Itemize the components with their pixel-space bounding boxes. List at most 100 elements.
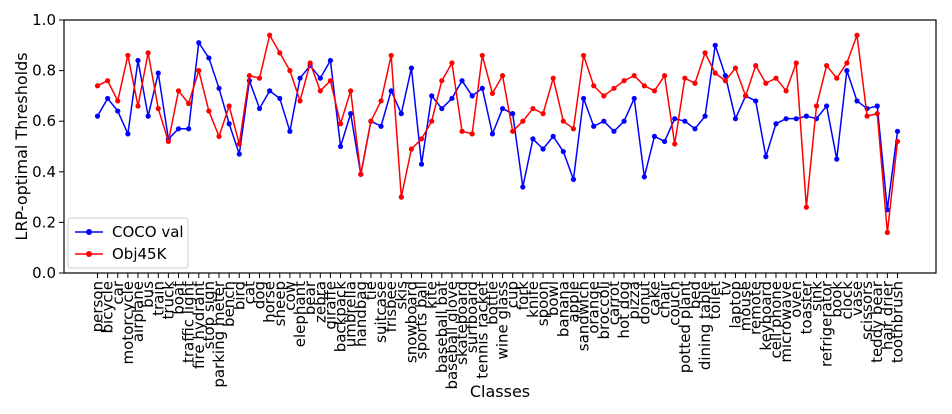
axes-frame [63, 19, 937, 274]
x-tick-label: bear [301, 280, 319, 315]
x-tick-label: oven [787, 281, 805, 318]
x-tick-label: bench [220, 281, 238, 327]
data-point-obj45k-suitcase [378, 98, 384, 104]
x-axis: personbicyclecarmotorcycleairplanebustra… [89, 273, 907, 390]
data-point-obj45k-carrot [611, 85, 617, 91]
data-point-obj45k-pizza [631, 73, 637, 79]
x-tick-label: refrigerator [818, 280, 836, 367]
x-tick-label: bicycle [99, 281, 117, 333]
data-point-obj45k-parking-meter [216, 133, 222, 139]
data-point-coco-val-baseball-glove [449, 95, 455, 102]
data-point-coco-val-horse [267, 88, 273, 94]
data-point-coco-val-wine-glass [499, 105, 506, 112]
x-tick-label: parking meter [210, 280, 228, 387]
x-tick-label: bus [139, 281, 157, 308]
x-tick-label: remote [747, 281, 765, 335]
legend-marker-coco-val [86, 229, 92, 235]
x-tick-label: chair [656, 280, 674, 318]
x-tick-label: dog [251, 281, 269, 309]
data-point-obj45k-potted-plant [682, 75, 688, 81]
y-tick-label: 0.4 [32, 163, 56, 181]
data-point-coco-val-tv [722, 73, 728, 79]
data-point-coco-val-fork [520, 184, 526, 190]
y-tick-label: 0.2 [32, 213, 56, 231]
data-point-coco-val-bowl [550, 133, 556, 139]
data-point-coco-val-cell-phone [773, 121, 779, 127]
x-tick-label: surfboard [463, 281, 481, 353]
data-point-obj45k-toaster [803, 204, 809, 210]
x-tick-label: bowl [544, 281, 562, 316]
data-point-obj45k-hot-dog [621, 78, 627, 84]
data-point-obj45k-bench [226, 103, 232, 109]
data-point-coco-val-chair [661, 138, 668, 145]
data-point-obj45k-bowl [550, 75, 556, 81]
series-line-obj45k [97, 34, 899, 234]
data-point-obj45k-toothbrush [894, 138, 901, 145]
x-tick-label: clock [838, 281, 856, 320]
legend-entry-obj45k: Obj45K [75, 245, 168, 263]
data-point-obj45k-fire-hydrant [196, 68, 202, 74]
data-point-coco-val-remote [753, 98, 759, 104]
data-point-coco-val-hot-dog [621, 118, 627, 124]
x-tick-label: car [109, 280, 127, 304]
data-point-obj45k-boat [175, 88, 182, 94]
x-tick-label: cat [240, 281, 258, 304]
x-tick-label: toaster [797, 280, 815, 334]
data-point-obj45k-person [94, 83, 101, 89]
data-point-coco-val-car [115, 108, 121, 114]
data-point-obj45k-donut [641, 83, 647, 89]
data-point-coco-val-keyboard [763, 154, 769, 160]
data-point-obj45k-scissors [864, 113, 870, 119]
x-tick-label: handbag [352, 281, 370, 347]
x-tick-label: fire hydrant [190, 281, 208, 369]
y-tick-label: 0.8 [32, 62, 56, 80]
data-point-obj45k-umbrella [348, 88, 354, 94]
y-tick-label: 0.0 [32, 264, 56, 282]
data-point-obj45k-dining-table [702, 50, 708, 56]
data-point-coco-val-vase [854, 98, 860, 104]
data-point-obj45k-teddy-bear [874, 111, 880, 117]
data-point-obj45k-traffic-light [186, 100, 192, 107]
data-point-coco-val-toilet [712, 42, 718, 48]
legend-entry-coco-val: COCO val [75, 223, 184, 241]
x-tick-label: keyboard [757, 281, 775, 351]
y-tick-label: 0.6 [32, 112, 56, 130]
legend-box [67, 217, 189, 269]
data-point-obj45k-cup [510, 128, 516, 134]
data-point-coco-val-stop-sign [206, 55, 212, 61]
data-point-obj45k-bear [307, 60, 313, 66]
data-point-coco-val-bird [236, 151, 242, 157]
data-point-coco-val-cow [287, 128, 293, 134]
data-point-obj45k-banana [560, 118, 566, 124]
data-point-coco-val-bottle [489, 131, 496, 137]
data-point-obj45k-wine-glass [499, 73, 506, 79]
x-tick-label: traffic light [180, 281, 198, 363]
data-point-coco-val-orange [591, 123, 597, 129]
x-tick-label: snowboard [402, 281, 420, 363]
x-tick-label: orange [585, 281, 603, 334]
data-point-obj45k-motorcycle [125, 52, 131, 59]
data-point-obj45k-car [115, 98, 121, 104]
x-tick-label: sheep [271, 281, 289, 326]
y-axis-label: LRP-optimal Thresholds [12, 52, 31, 240]
x-tick-label: skis [392, 281, 410, 310]
legend: COCO val Obj45K [67, 217, 189, 269]
x-tick-label: stop sign [200, 281, 218, 349]
data-point-coco-val-laptop [732, 116, 739, 122]
x-tick-label: tv [716, 281, 734, 296]
data-point-obj45k-kite [429, 118, 435, 124]
data-point-coco-val-kite [429, 93, 435, 99]
data-point-obj45k-cat [246, 73, 252, 79]
x-tick-label: broccoli [595, 281, 613, 340]
data-point-coco-val-cake [651, 133, 658, 139]
data-point-obj45k-handbag [358, 171, 364, 177]
data-point-obj45k-skateboard [459, 128, 465, 134]
x-tick-label: knife [524, 281, 542, 318]
data-point-obj45k-sports-ball [418, 136, 425, 142]
legend-marker-obj45k [86, 251, 92, 257]
data-point-coco-val-bench [226, 121, 232, 127]
y-axis: 0.0 0.2 0.4 0.6 0.8 1.0 [32, 11, 64, 282]
x-tick-label: bird [230, 281, 248, 310]
data-point-obj45k-sink [813, 103, 820, 109]
